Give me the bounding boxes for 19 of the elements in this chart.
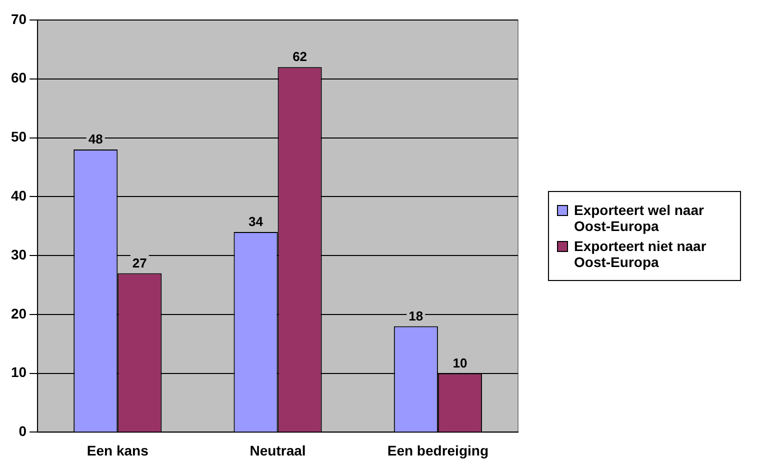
y-tick-label: 70 [10, 10, 27, 27]
x-tick-label: Een kans [86, 442, 149, 458]
y-tick-label: 10 [10, 364, 27, 380]
data-label: 10 [452, 355, 468, 370]
y-tick-label: 0 [18, 423, 27, 440]
y-tick-label: 60 [10, 70, 27, 86]
data-label: 62 [292, 49, 308, 64]
legend-label: Exporteert wel naar Oost-Europa [574, 202, 705, 234]
data-label: 27 [132, 255, 147, 270]
data-label: 34 [248, 214, 264, 230]
data-label: 18 [408, 308, 424, 324]
x-tick-label: Neutraal [250, 442, 306, 458]
x-tick-label: Een bedreiging [387, 442, 488, 458]
data-label: 48 [88, 132, 103, 147]
y-tick-label: 40 [10, 188, 27, 204]
y-tick-label: 20 [10, 305, 27, 322]
legend-label: Exporteert niet naar Oost-Europa [574, 238, 708, 270]
y-tick-label: 30 [10, 246, 27, 262]
y-tick-label: 50 [10, 128, 27, 145]
